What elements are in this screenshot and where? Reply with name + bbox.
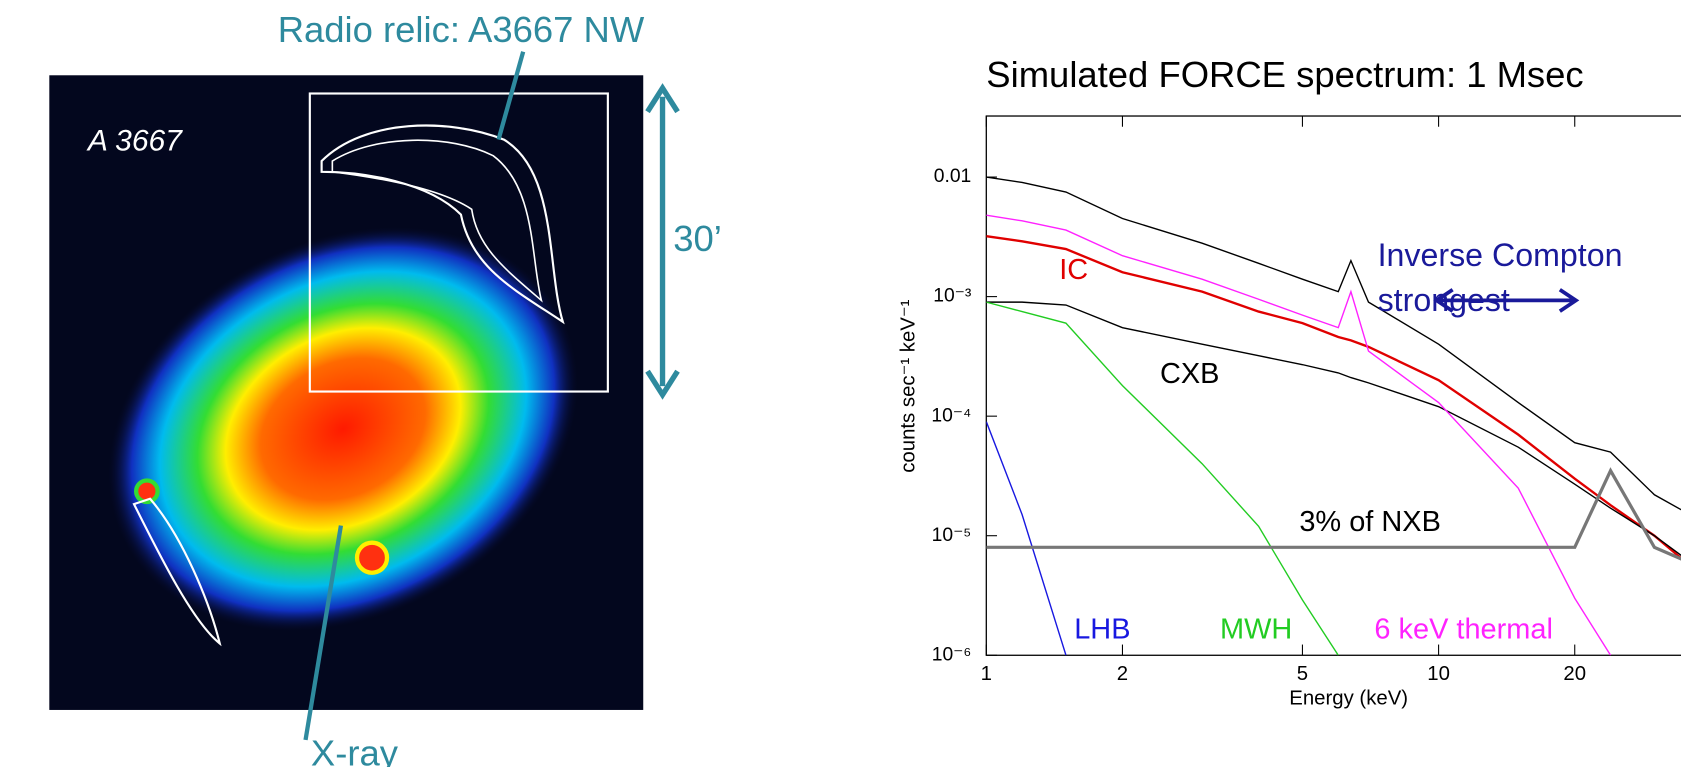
y-tick-label: 0.01 xyxy=(934,166,972,187)
xray-label: X-ray xyxy=(311,733,399,767)
y-axis-label: counts sec⁻¹ keV⁻¹ xyxy=(897,299,919,472)
series-line xyxy=(986,214,1612,656)
series-line xyxy=(986,176,1681,511)
series-label: 3% of NXB xyxy=(1299,506,1441,538)
y-tick-label: 10⁻⁶ xyxy=(932,644,972,665)
radio-contour xyxy=(132,497,222,647)
xray-image: A 3667 xyxy=(49,75,644,710)
plot-frame xyxy=(985,115,1681,656)
relic-label: Radio relic: A3667 NW xyxy=(278,9,645,50)
relic-pointer xyxy=(496,51,526,141)
series-label: LHB xyxy=(1074,613,1130,645)
annotation-arrow xyxy=(1433,288,1580,313)
xray-pointer xyxy=(303,525,344,741)
chart-title: Simulated FORCE spectrum: 1 Msec xyxy=(986,54,1583,95)
x-tick-label: 5 xyxy=(1297,663,1308,685)
series-label: MWH xyxy=(1220,613,1292,645)
series-label: CXB xyxy=(1160,358,1220,390)
point-source xyxy=(354,540,390,575)
radio-contour xyxy=(331,139,543,303)
x-tick-label: 1 xyxy=(981,663,992,685)
series-line xyxy=(986,235,1681,560)
x-tick-label: 20 xyxy=(1563,663,1586,685)
series-label: 6 keV thermal xyxy=(1374,613,1553,645)
zoom-box xyxy=(308,92,609,393)
x-axis-label: Energy (keV) xyxy=(1289,688,1408,710)
plot-area xyxy=(986,176,1681,656)
series-line xyxy=(986,467,1681,561)
y-tick-label: 10⁻³ xyxy=(933,286,972,307)
scale-arrowheads xyxy=(645,83,680,400)
series-line xyxy=(986,421,1067,656)
xray-emission xyxy=(108,226,578,632)
object-label: A 3667 xyxy=(86,125,183,158)
series-label: IC xyxy=(1059,254,1088,286)
x-tick-label: 2 xyxy=(1117,663,1128,685)
series-line xyxy=(986,301,1681,557)
x-tick-label: 10 xyxy=(1427,663,1450,685)
series-line xyxy=(986,301,1339,656)
point-source xyxy=(134,478,160,505)
annotation: Inverse Compton xyxy=(1378,237,1623,273)
y-tick-label: 10⁻⁴ xyxy=(931,405,971,426)
radio-contour xyxy=(320,124,565,325)
y-tick-label: 10⁻⁵ xyxy=(932,525,972,546)
scale-label: 30’ xyxy=(673,218,722,259)
